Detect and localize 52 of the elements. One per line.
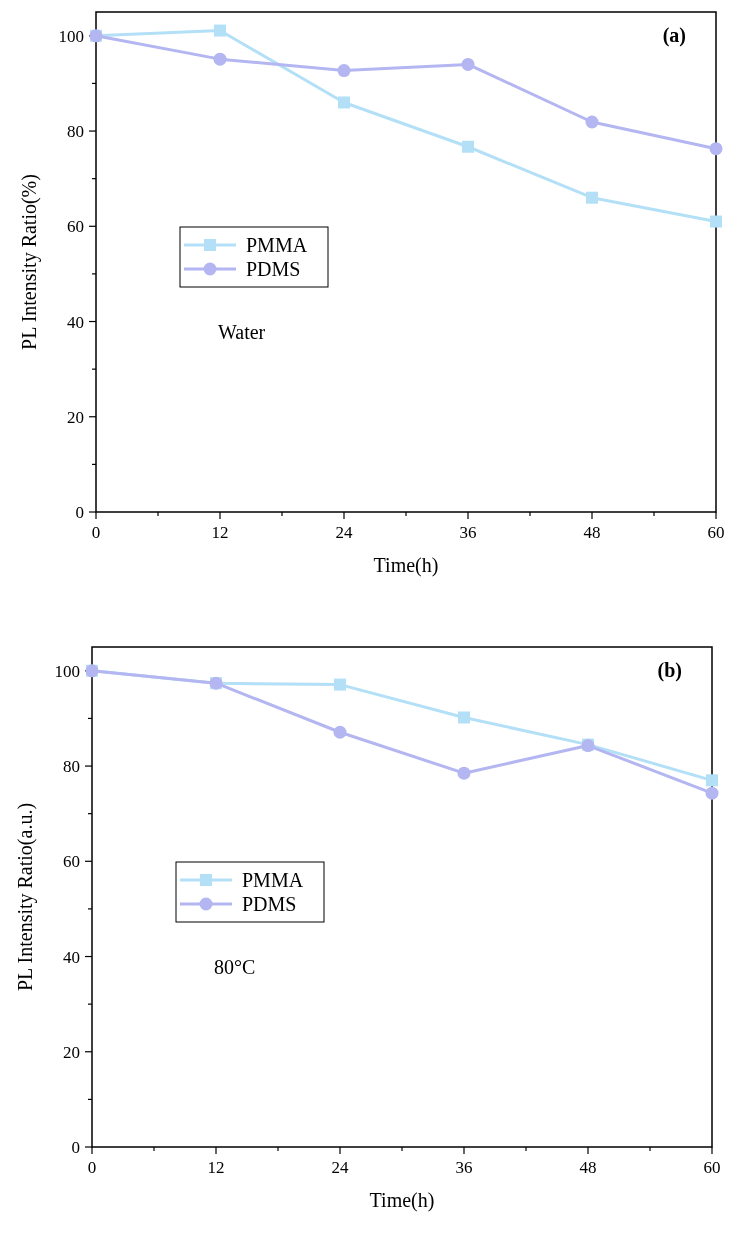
y-tick-label: 100 bbox=[58, 26, 84, 46]
annotation: (a) bbox=[662, 24, 686, 47]
x-tick-label: 12 bbox=[207, 1158, 225, 1177]
legend-label: PMMA bbox=[242, 869, 304, 891]
x-tick-label: 60 bbox=[707, 523, 725, 542]
x-tick-label: 36 bbox=[459, 523, 477, 542]
x-tick-label: 0 bbox=[87, 1158, 97, 1177]
x-tick-label: 48 bbox=[579, 1158, 597, 1177]
y-tick-label: 20 bbox=[63, 1042, 80, 1062]
x-tick-label: 24 bbox=[331, 1158, 349, 1177]
x-axis-title: Time(h) bbox=[373, 554, 439, 577]
legend-label: PMMA bbox=[246, 234, 308, 256]
y-tick-label: 40 bbox=[63, 947, 80, 967]
point bbox=[585, 115, 599, 129]
x-tick-label: 0 bbox=[91, 523, 101, 542]
point bbox=[705, 786, 719, 800]
point bbox=[337, 64, 351, 78]
legend-label: PDMS bbox=[242, 893, 297, 915]
y-tick-label: 60 bbox=[63, 852, 80, 872]
y-tick-label: 0 bbox=[71, 1138, 80, 1157]
point bbox=[333, 725, 347, 739]
y-tick-label: 80 bbox=[67, 122, 84, 142]
x-tick-label: 36 bbox=[455, 1158, 473, 1177]
point bbox=[457, 766, 471, 780]
point bbox=[214, 24, 226, 37]
y-tick-label: 100 bbox=[54, 661, 80, 681]
point bbox=[338, 96, 350, 109]
point bbox=[462, 140, 474, 153]
y-axis-title: PL Intensity Ratio(a.u.) bbox=[14, 802, 37, 992]
x-tick-label: 24 bbox=[335, 523, 353, 542]
y-tick-label: 60 bbox=[67, 217, 84, 237]
point bbox=[458, 711, 470, 724]
point bbox=[706, 774, 718, 787]
y-axis-title: PL Intensity Ratio(%) bbox=[18, 174, 41, 350]
x-axis-title: Time(h) bbox=[369, 1189, 435, 1212]
annotation: Water bbox=[218, 321, 266, 343]
y-tick-label: 0 bbox=[75, 503, 84, 522]
annotation: (b) bbox=[657, 659, 682, 682]
point bbox=[710, 215, 722, 228]
point bbox=[586, 191, 598, 204]
point bbox=[461, 57, 475, 71]
y-tick-label: 40 bbox=[67, 312, 84, 332]
x-tick-label: 12 bbox=[211, 523, 229, 542]
y-tick-label: 80 bbox=[63, 757, 80, 777]
x-tick-label: 48 bbox=[583, 523, 601, 542]
y-tick-label: 20 bbox=[67, 407, 84, 427]
x-tick-label: 60 bbox=[703, 1158, 721, 1177]
point bbox=[334, 678, 346, 691]
point bbox=[213, 52, 227, 66]
annotation: 80°C bbox=[214, 956, 256, 978]
point bbox=[709, 142, 723, 156]
legend-label: PDMS bbox=[246, 258, 301, 280]
